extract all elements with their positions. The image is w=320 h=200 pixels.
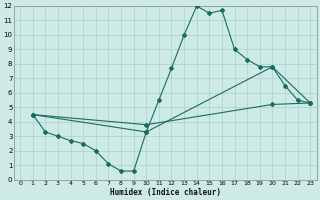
- X-axis label: Humidex (Indice chaleur): Humidex (Indice chaleur): [110, 188, 221, 197]
